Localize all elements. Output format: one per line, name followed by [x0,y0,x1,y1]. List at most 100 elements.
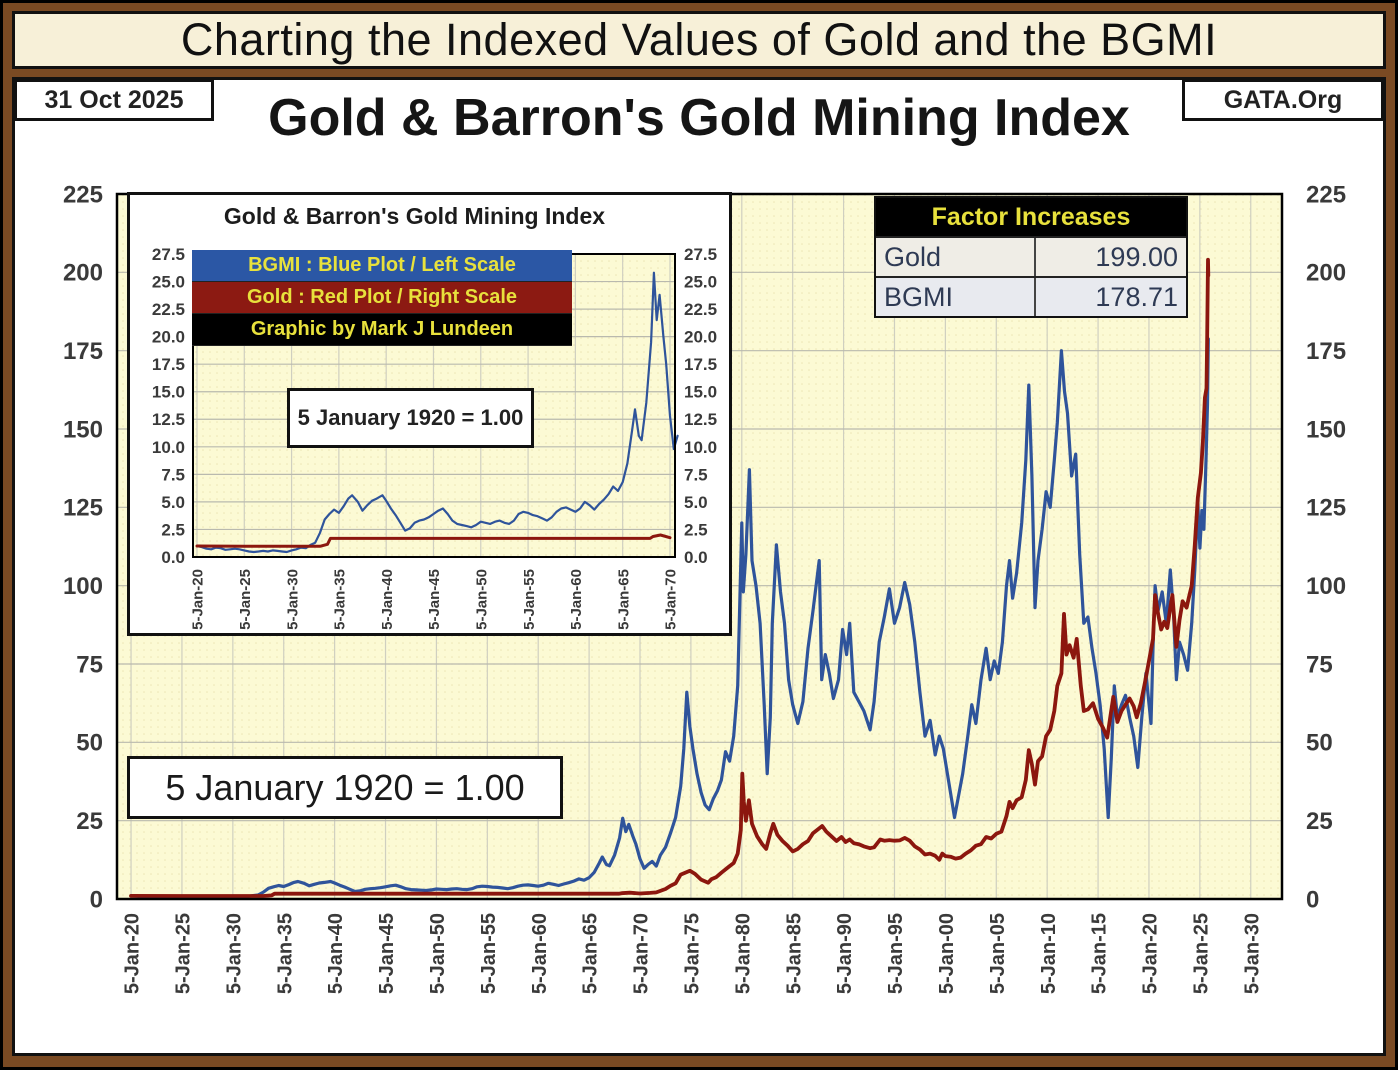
x-axis-tick-label: 5-Jan-25 [173,913,195,994]
x-axis-tick-label: 5-Jan-50 [427,913,449,994]
factor-value: 178.71 [1095,281,1178,312]
x-axis-tick-label: 5-Jan-20 [190,569,207,630]
page-title: Gold & Barron's Gold Mining Index [268,89,1130,147]
x-axis-tick-label: 5-Jan-65 [615,569,632,630]
y-axis-tick-label: 25 [76,808,103,835]
y-axis-tick-label: 125 [63,495,103,522]
x-axis-tick-label: 5-Jan-30 [284,569,301,630]
y-axis-tick-label: 100 [1306,573,1346,600]
y-axis-tick-label: 50 [1306,730,1333,757]
gold-line [129,257,1211,898]
x-axis-tick-label: 5-Jan-45 [426,569,443,630]
y-axis-tick-label: 200 [1306,260,1346,287]
y-axis-tick-label: 25 [1306,808,1333,835]
inset-chart: Gold & Barron's Gold Mining Index 0.0 0.0… [127,192,732,636]
y-axis-tick-label: 20.0 [684,328,717,347]
inset-title: Gold & Barron's Gold Mining Index [223,203,606,229]
y-axis-tick-label: 15.0 [152,383,185,402]
y-axis-tick-label: 0 [1306,886,1319,913]
x-axis-tick-label: 5-Jan-35 [274,913,296,994]
factor-label: Gold [876,238,1036,276]
bgmi-line [195,271,679,554]
y-axis-tick-label: 125 [1306,495,1346,522]
y-axis-tick-label: 10.0 [152,438,185,457]
y-axis-tick-label: 20.0 [152,328,185,347]
y-axis-tick-label: 0 [90,886,103,913]
x-axis-tick-label: 5-Jan-20 [122,913,144,994]
y-axis-tick-label: 200 [63,260,103,287]
banner: Charting the Indexed Values of Gold and … [12,11,1386,69]
inset-annotation: 5 January 1920 = 1.00 [287,388,534,448]
y-axis-tick-label: 7.5 [161,465,185,484]
y-axis-tick-label: 2.5 [161,520,185,539]
y-axis-tick-label: 17.5 [684,355,717,374]
y-axis-tick-label: 50 [76,730,103,757]
site-box: GATA.Org [1182,80,1383,121]
y-axis-tick-label: 75 [1306,651,1333,678]
date-box: 31 Oct 2025 [15,80,214,121]
factor-row-gold: Gold 199.00 [876,236,1186,276]
x-axis-tick-label: 5-Jan-90 [834,913,856,994]
y-axis-tick-label: 75 [76,651,103,678]
x-axis-tick-label: 5-Jan-80 [732,913,754,994]
bgmi-line [129,337,1210,900]
x-axis-tick-label: 5-Jan-20 [1140,913,1162,994]
y-axis-tick-label: 15.0 [684,383,717,402]
chart-annotation: 5 January 1920 = 1.00 [127,756,563,819]
x-axis-tick-label: 5-Jan-45 [376,913,398,994]
legend-item-bgmi: BGMI : Blue Plot / Left Scale [192,250,572,282]
banner-title: Charting the Indexed Values of Gold and … [180,14,1218,65]
x-axis-tick-label: 5-Jan-15 [1089,913,1111,994]
factor-table-header: Factor Increases [876,198,1186,236]
x-axis-tick-label: 5-Jan-40 [325,913,347,994]
y-axis-tick-label: 27.5 [684,245,717,264]
factor-table: Factor Increases Gold 199.00 BGMI 178.71 [874,196,1188,318]
y-axis-tick-label: 0.0 [684,548,708,567]
x-axis-tick-label: 5-Jan-55 [521,569,538,630]
y-axis-tick-label: 17.5 [152,355,185,374]
x-axis-tick-label: 5-Jan-10 [1038,913,1060,994]
x-axis-tick-label: 5-Jan-05 [987,913,1009,994]
y-axis-tick-label: 225 [1306,181,1346,208]
legend-item-credit: Graphic by Mark J Lundeen [192,314,572,346]
y-axis-tick-label: 150 [63,416,103,443]
y-axis-tick-label: 10.0 [684,438,717,457]
y-axis-tick-label: 25.0 [152,272,185,291]
x-axis-tick-label: 5-Jan-60 [568,569,585,630]
x-axis-tick-label: 5-Jan-55 [478,913,500,994]
x-axis-tick-label: 5-Jan-85 [783,913,805,994]
y-axis-tick-label: 5.0 [684,493,708,512]
y-axis-tick-label: 27.5 [152,245,185,264]
x-axis-tick-label: 5-Jan-30 [1241,913,1263,994]
y-axis-tick-label: 0.0 [161,548,185,567]
gold-line [195,533,672,548]
x-axis-tick-label: 5-Jan-70 [631,913,653,994]
y-axis-tick-label: 25.0 [684,272,717,291]
x-axis-tick-label: 5-Jan-25 [237,569,254,630]
y-axis-tick-label: 12.5 [152,410,185,429]
x-axis-tick-label: 5-Jan-35 [332,569,349,630]
x-axis-tick-label: 5-Jan-50 [473,569,490,630]
x-axis-tick-label: 5-Jan-65 [580,913,602,994]
factor-value: 199.00 [1095,241,1178,272]
legend-item-gold: Gold : Red Plot / Right Scale [192,282,572,314]
y-axis-tick-label: 150 [1306,416,1346,443]
y-axis-tick-label: 225 [63,181,103,208]
y-axis-tick-label: 7.5 [684,465,708,484]
y-axis-tick-label: 12.5 [684,410,717,429]
y-axis-tick-label: 22.5 [152,300,185,319]
y-axis-tick-label: 5.0 [161,493,185,512]
y-axis-tick-label: 175 [63,338,103,365]
factor-row-bgmi: BGMI 178.71 [876,276,1186,316]
x-axis-tick-label: 5-Jan-60 [529,913,551,994]
chart-panel: 31 Oct 2025 GATA.Org Gold & Barron's Gol… [12,77,1386,1056]
y-axis-tick-label: 2.5 [684,520,708,539]
x-axis-tick-label: 5-Jan-95 [885,913,907,994]
legend: BGMI : Blue Plot / Left Scale Gold : Red… [192,250,572,346]
factor-label: BGMI [876,278,1036,316]
x-axis-tick-label: 5-Jan-75 [681,913,703,994]
y-axis-tick-label: 100 [63,573,103,600]
x-axis-tick-label: 5-Jan-70 [663,569,680,630]
y-axis-tick-label: 175 [1306,338,1346,365]
